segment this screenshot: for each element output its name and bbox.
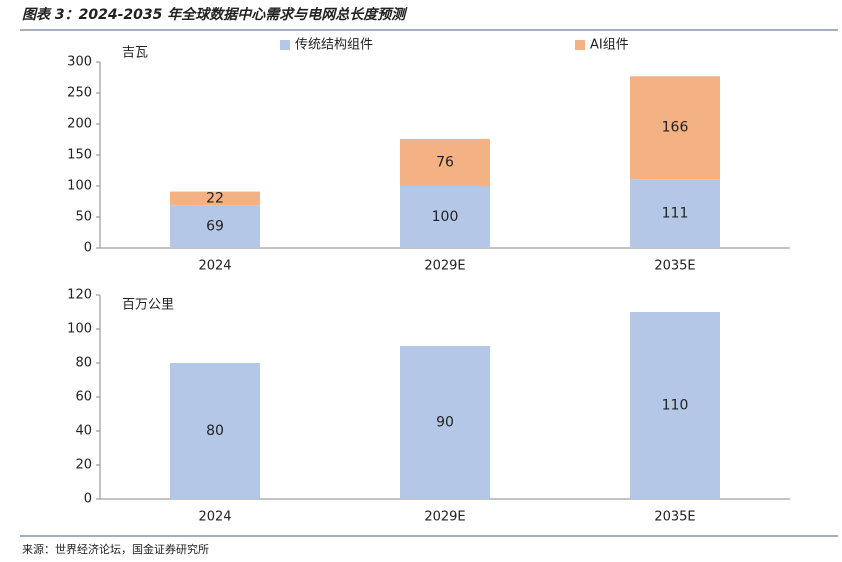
y-tick-label: 100 — [67, 179, 92, 194]
y-tick-label: 0 — [84, 241, 92, 256]
data-label: 110 — [662, 398, 689, 414]
x-tick-label: 2024 — [198, 259, 231, 274]
bar — [630, 179, 720, 248]
y-tick-label: 60 — [75, 390, 92, 405]
data-label: 111 — [662, 206, 689, 222]
source: 来源：世界经济论坛，国金证券研究所 — [22, 542, 209, 556]
x-tick-label: 2035E — [654, 259, 695, 274]
y-tick-label: 20 — [75, 458, 92, 473]
x-tick-label: 2029E — [424, 259, 465, 274]
y-axis-title: 吉瓦 — [122, 46, 148, 61]
bar — [630, 312, 720, 499]
data-label: 22 — [206, 190, 224, 206]
x-tick-label: 2024 — [198, 510, 231, 525]
data-label: 90 — [436, 415, 454, 431]
bar — [400, 186, 490, 248]
data-label: 166 — [662, 120, 689, 136]
legend-swatch — [280, 40, 290, 50]
bar — [170, 191, 260, 206]
data-label: 80 — [206, 423, 224, 439]
y-tick-label: 200 — [67, 117, 92, 132]
y-tick-label: 300 — [67, 55, 92, 70]
legend-label: AI组件 — [590, 38, 629, 53]
y-tick-label: 250 — [67, 86, 92, 101]
y-tick-label: 120 — [67, 288, 92, 303]
y-tick-label: 40 — [75, 424, 92, 439]
data-label: 76 — [436, 154, 454, 170]
y-tick-label: 0 — [84, 492, 92, 507]
bar — [630, 76, 720, 180]
y-axis-title: 百万公里 — [122, 298, 174, 313]
bar — [400, 346, 490, 499]
y-tick-label: 80 — [75, 356, 92, 371]
y-tick-label: 50 — [75, 210, 92, 225]
legend-swatch — [575, 40, 585, 50]
x-tick-label: 2035E — [654, 510, 695, 525]
bar — [170, 363, 260, 499]
bar — [170, 205, 260, 248]
data-label: 69 — [206, 219, 224, 235]
page-title: 图表 3：2024-2035 年全球数据中心需求与电网总长度预测 — [22, 6, 408, 23]
legend-label: 传统结构组件 — [295, 38, 373, 53]
x-tick-label: 2029E — [424, 510, 465, 525]
y-tick-label: 100 — [67, 322, 92, 337]
y-tick-label: 150 — [67, 148, 92, 163]
bar — [400, 138, 490, 186]
data-label: 100 — [432, 209, 459, 225]
